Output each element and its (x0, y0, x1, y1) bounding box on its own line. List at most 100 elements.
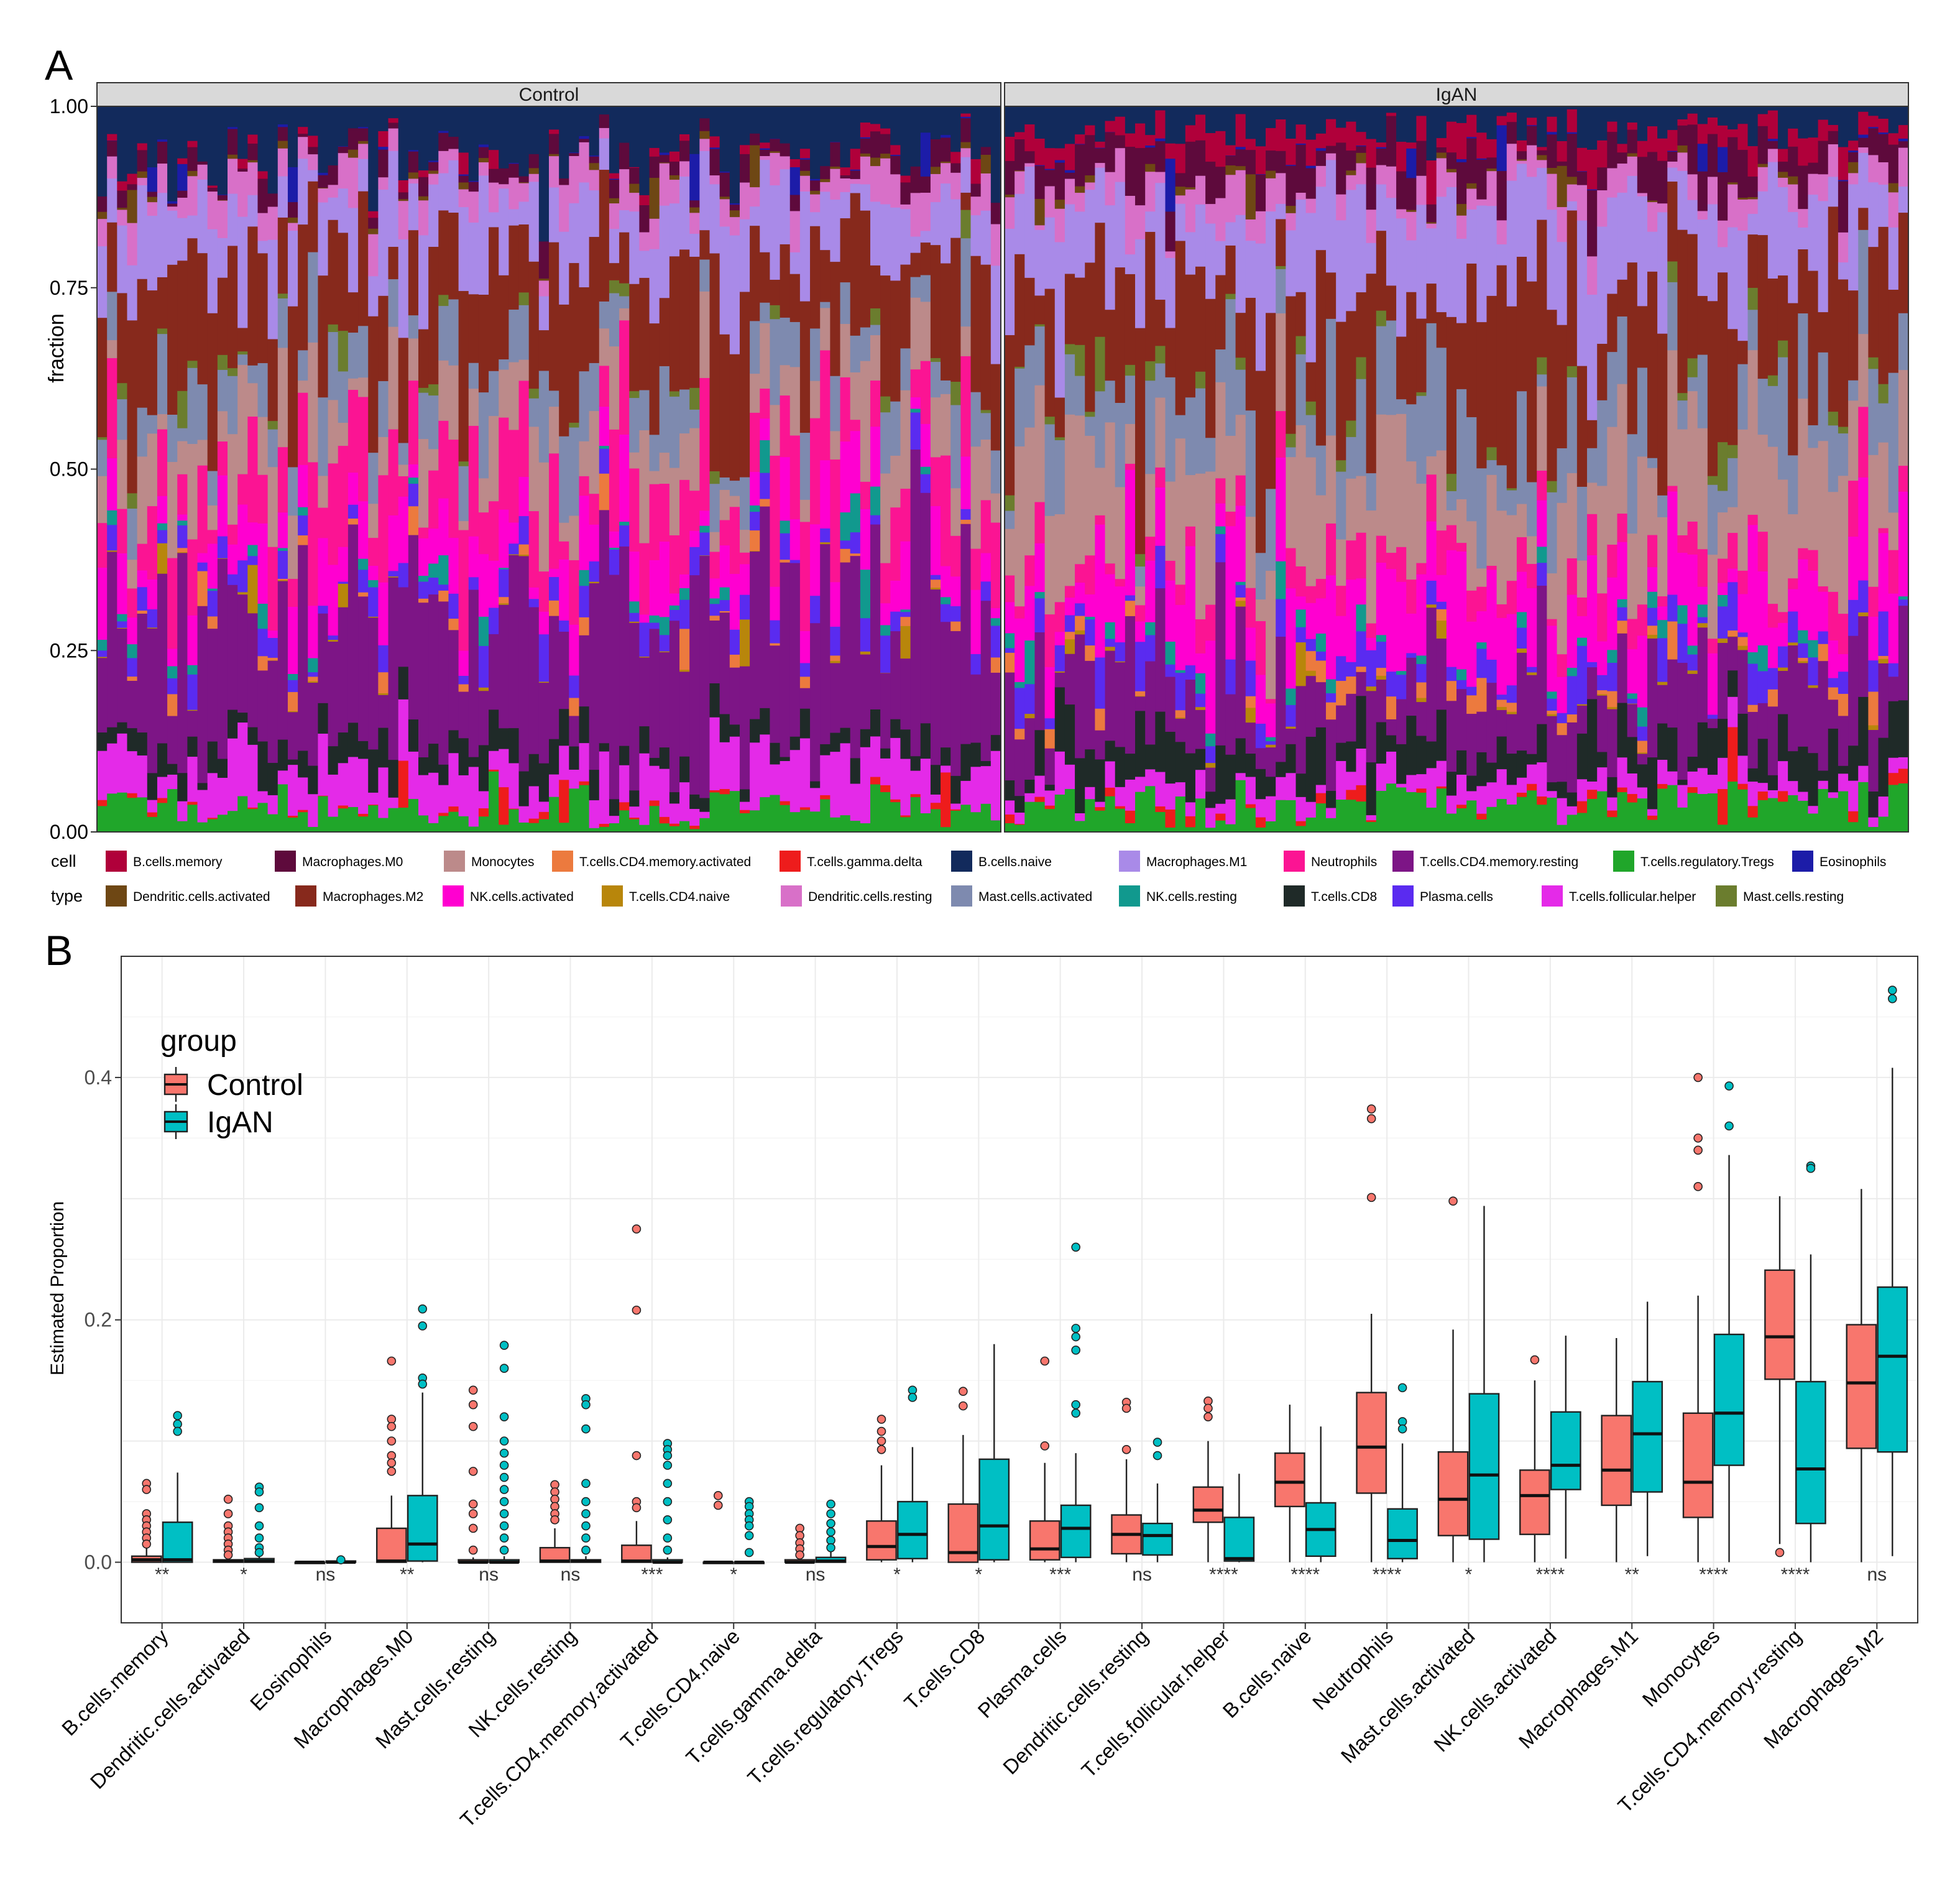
segment-control-neutrophils (900, 488, 911, 542)
segment-control-plasma-cells (789, 560, 801, 563)
segment-control-mast-cells-resting (127, 492, 138, 509)
segment-control-mast-cells-activated (257, 362, 269, 417)
segment-control-nk-cells-activated (589, 524, 600, 561)
segment-control-neutrophils (669, 535, 680, 594)
segment-control-plasma-cells (810, 595, 821, 624)
segment-igan-dendritic-cells-activated (1225, 165, 1236, 175)
segment-control-macrophages-m0 (950, 162, 961, 173)
segment-control-t-cells-gamma-delta (870, 776, 881, 785)
segment-igan-dendritic-cells-activated (1677, 145, 1688, 153)
segment-igan-mast-cells-activated (1617, 316, 1628, 384)
segment-igan-t-cells-follicular-helper (1105, 760, 1116, 788)
segment-control-macrophages-m0 (850, 170, 861, 179)
segment-igan-dendritic-cells-resting (1135, 205, 1146, 239)
segment-igan-b-cells-naive (1757, 106, 1769, 114)
segment-igan-nk-cells-activated (1838, 653, 1849, 672)
segment-control-b-cells-memory (257, 170, 269, 179)
segment-control-mast-cells-activated (508, 309, 520, 362)
segment-control-nk-cells-activated (799, 630, 811, 663)
segment-igan-b-cells-memory (1095, 141, 1106, 148)
segment-control-b-cells-naive (418, 106, 429, 171)
segment-igan-nk-cells-activated (1576, 616, 1588, 638)
segment-control-dendritic-cells-resting (970, 196, 982, 216)
segment-igan-t-cells-regulatory-tregs (1496, 798, 1507, 833)
segment-control-monocytes (489, 415, 499, 502)
segment-control-mast-cells-activated (629, 397, 640, 453)
segment-control-nk-cells-activated (368, 565, 379, 581)
segment-control-b-cells-naive (870, 106, 881, 124)
segment-control-t-cells-cd4-naive (107, 550, 117, 552)
segment-igan-mast-cells-activated (1235, 369, 1246, 415)
segment-control-macrophages-m2 (599, 169, 610, 302)
segment-igan-t-cells-cd4-memory-resting (1657, 685, 1668, 724)
outlier-igan (663, 1497, 673, 1507)
segment-igan-t-cells-follicular-helper (1356, 748, 1367, 785)
segment-control-t-cells-cd8 (298, 750, 308, 778)
segment-control-plasma-cells (237, 560, 248, 593)
segment-control-eosinophils (408, 149, 419, 152)
segment-control-t-cells-follicular-helper (298, 777, 308, 810)
segment-igan-plasma-cells (1657, 637, 1668, 682)
segment-igan-dendritic-cells-activated (1245, 173, 1256, 219)
segment-control-eosinophils (689, 154, 700, 201)
segment-igan-t-cells-cd8 (1305, 736, 1317, 802)
segment-control-macrophages-m0 (760, 149, 771, 157)
segment-igan-b-cells-naive (1838, 106, 1849, 147)
segment-igan-neutrophils (1496, 604, 1507, 618)
segment-igan-t-cells-follicular-helper (1225, 799, 1236, 824)
segment-control-nk-cells-resting (257, 603, 269, 629)
segment-control-t-cells-follicular-helper (448, 752, 459, 807)
segment-igan-t-cells-cd4-memory-activated (1305, 650, 1317, 671)
segment-control-monocytes (950, 487, 961, 536)
segment-igan-macrophages-m0 (1005, 160, 1015, 195)
segment-igan-t-cells-gamma-delta (1728, 726, 1738, 782)
segment-control-dendritic-cells-activated (408, 172, 419, 179)
segment-control-t-cells-gamma-delta (499, 787, 509, 825)
segment-igan-mast-cells-activated (1527, 481, 1537, 537)
segment-control-neutrophils (528, 510, 540, 588)
segment-control-t-cells-follicular-helper (970, 766, 982, 813)
segment-control-plasma-cells (930, 575, 941, 580)
segment-igan-t-cells-cd8 (1266, 776, 1276, 796)
segment-control-t-cells-cd4-memory-resting (217, 558, 228, 759)
segment-control-mast-cells-activated (147, 415, 158, 434)
segment-igan-macrophages-m2 (1456, 323, 1467, 389)
segment-control-b-cells-memory (629, 167, 640, 168)
segment-igan-nk-cells-resting (1647, 591, 1658, 608)
segment-control-t-cells-cd8 (438, 764, 449, 785)
segment-control-t-cells-cd8 (127, 727, 138, 752)
segment-igan-nk-cells-activated (1155, 487, 1166, 546)
segment-control-monocytes (438, 360, 449, 421)
segment-igan-t-cells-follicular-helper (1537, 762, 1547, 796)
segment-igan-neutrophils (1537, 470, 1547, 501)
segment-igan-t-cells-cd8 (1587, 698, 1598, 782)
segment-igan-t-cells-cd4-naive (1737, 645, 1749, 650)
outlier-control (468, 1523, 478, 1533)
segment-control-macrophages-m1 (228, 193, 238, 246)
segment-igan-t-cells-cd4-naive (1266, 744, 1276, 748)
segment-control-monocytes (980, 439, 992, 501)
segment-igan-monocytes (1537, 385, 1547, 471)
segment-igan-neutrophils (1637, 604, 1648, 636)
segment-igan-dendritic-cells-activated (1175, 186, 1186, 196)
segment-control-nk-cells-activated (950, 576, 961, 606)
segment-control-mast-cells-activated (709, 483, 720, 532)
segment-igan-macrophages-m1 (1647, 231, 1658, 272)
segment-igan-neutrophils (1516, 537, 1527, 572)
segment-control-macrophages-m0 (468, 181, 479, 192)
segment-control-monocytes (789, 366, 801, 436)
segment-igan-neutrophils (1627, 618, 1638, 650)
legend-label-nk-cells-activated: NK.cells.activated (470, 890, 574, 904)
box-igan (1632, 1380, 1663, 1493)
segment-control-t-cells-cd4-memory-activated (599, 473, 610, 510)
segment-control-b-cells-naive (569, 106, 580, 153)
segment-igan-macrophages-m1 (1888, 227, 1899, 290)
segment-igan-plasma-cells (1416, 663, 1427, 683)
segment-igan-nk-cells-resting (1576, 637, 1588, 646)
segment-igan-t-cells-regulatory-tregs (1466, 800, 1477, 833)
segment-igan-b-cells-naive (1325, 106, 1337, 119)
segment-igan-macrophages-m0 (1325, 145, 1337, 154)
segment-igan-t-cells-follicular-helper (1436, 760, 1447, 787)
segment-igan-macrophages-m2 (1697, 295, 1708, 355)
segment-control-dendritic-cells-resting (147, 201, 158, 216)
